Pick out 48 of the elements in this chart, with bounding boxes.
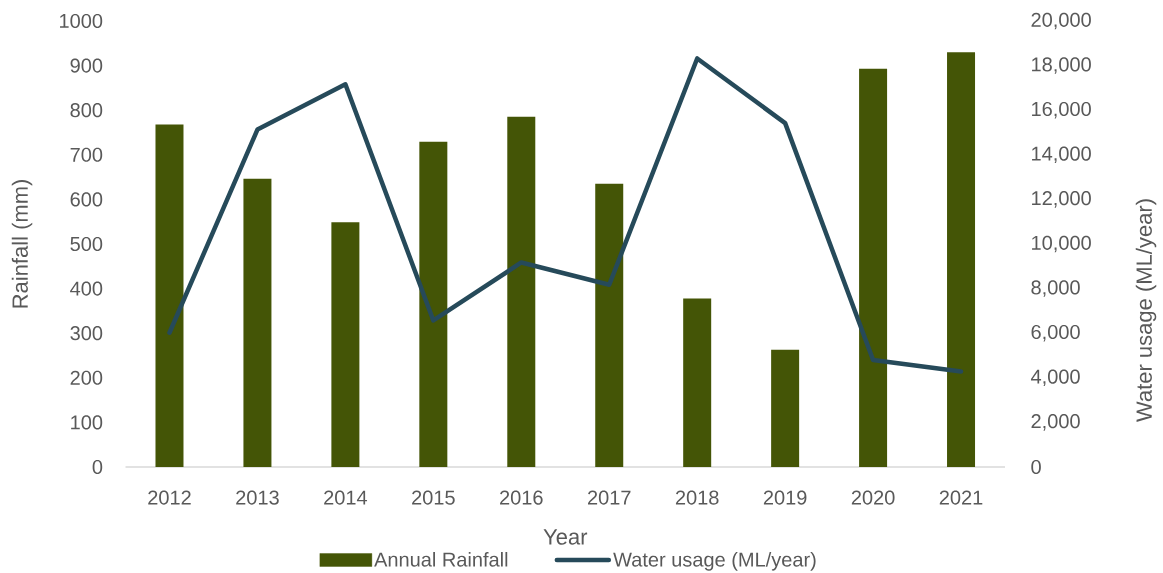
x-tick-label: 2019 (763, 490, 807, 505)
legend-label: Water usage (ML/year) (613, 551, 816, 571)
x-tick-label: 2016 (500, 490, 543, 505)
y-tick-label: 500 (70, 236, 103, 252)
bar (771, 349, 800, 467)
y-tick-label: 300 (70, 326, 103, 341)
bar (331, 222, 360, 467)
x-tick-label: 2020 (851, 490, 895, 505)
y-tick-label: 200 (70, 370, 103, 385)
x-tick-label: 2021 (939, 490, 983, 505)
y2-tick-label: 14,000 (1032, 146, 1091, 164)
bar (595, 183, 624, 467)
bar (243, 178, 272, 467)
y2-tick-label: 6,000 (1031, 324, 1080, 342)
x-tick-label: 2014 (324, 490, 368, 505)
y2-tick-label: 16,000 (1032, 101, 1091, 119)
line-series (167, 56, 964, 374)
y2-tick-label: 0 (1031, 459, 1041, 475)
y-tick-label: 0 (92, 459, 103, 475)
bar (155, 124, 184, 467)
y-axis-title: Rainfall (mm) (11, 179, 33, 308)
y-tick-label: 800 (70, 103, 103, 118)
y2-tick-label: 12,000 (1032, 191, 1091, 208)
bar (419, 141, 448, 467)
y-tick-label: 900 (70, 58, 103, 73)
y2-tick-label: 10,000 (1032, 235, 1091, 253)
y2-tick-label: 2,000 (1031, 414, 1080, 431)
x-tick-label: 2018 (675, 490, 719, 505)
y-tick-label: 1000 (60, 13, 103, 29)
bar (683, 298, 712, 467)
bar (859, 68, 888, 467)
x-tick-label: 2015 (412, 490, 455, 505)
x-axis-title: Year (543, 529, 588, 545)
y2-tick-label: 4,000 (1030, 369, 1080, 387)
y-tick-label: 400 (70, 281, 103, 296)
y-tick-label: 600 (70, 192, 103, 207)
bar (507, 116, 536, 467)
y-tick-label: 100 (71, 415, 103, 430)
bar (947, 52, 976, 467)
legend-label: Annual Rainfall (374, 551, 508, 567)
y2-tick-label: 18,000 (1032, 57, 1091, 74)
x-tick-label: 2012 (148, 490, 191, 505)
y-tick-label: 700 (70, 147, 103, 162)
y2-tick-label: 20,000 (1031, 12, 1091, 30)
x-tick-label: 2017 (587, 490, 631, 505)
y2-axis-title: Water usage (ML/year) (1135, 199, 1157, 422)
x-tick-label: 2013 (236, 490, 279, 505)
y2-tick-label: 8,000 (1031, 280, 1080, 297)
